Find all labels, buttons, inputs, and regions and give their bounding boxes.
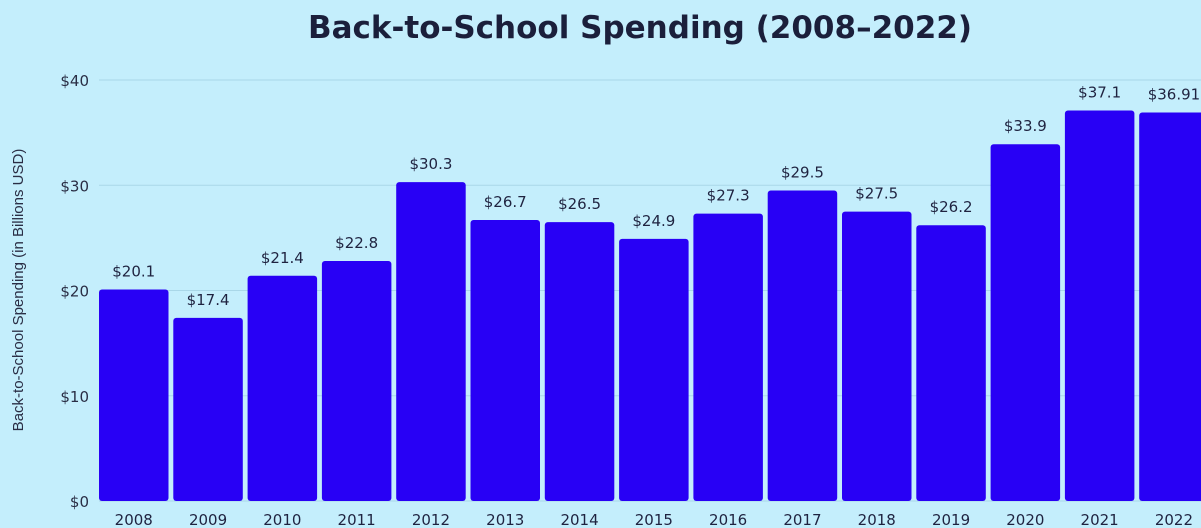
data-label-2008: $20.1 — [112, 262, 155, 280]
bar-2015 — [619, 238, 689, 502]
x-tick-label-2013: 2013 — [486, 511, 524, 528]
bar-2014 — [544, 222, 615, 501]
x-tick-label-2011: 2011 — [338, 511, 376, 528]
x-tick-label-2016: 2016 — [709, 511, 747, 528]
data-label-2016: $27.3 — [707, 187, 750, 205]
data-label-2015: $24.9 — [632, 212, 675, 230]
bar-2010 — [247, 275, 318, 501]
data-label-2012: $30.3 — [409, 155, 452, 173]
y-tick-label: $30 — [60, 177, 89, 195]
data-label-2013: $26.7 — [484, 193, 527, 211]
chart-title: Back-to-School Spending (2008–2022) — [308, 10, 972, 46]
bar-2019 — [916, 225, 986, 501]
bar-2012 — [396, 182, 466, 501]
y-tick-label: $20 — [60, 283, 89, 301]
data-label-2019: $26.2 — [930, 198, 973, 216]
data-label-2014: $26.5 — [558, 195, 601, 213]
bar-2017 — [767, 190, 838, 501]
data-label-2010: $21.4 — [261, 249, 304, 267]
data-label-2022: $36.91 — [1148, 86, 1201, 104]
x-tick-label-2009: 2009 — [189, 511, 227, 528]
x-tick-label-2021: 2021 — [1081, 511, 1119, 528]
y-axis-ticks: $0 $10 $20 $30 $40 — [60, 72, 89, 511]
bar-2013 — [470, 219, 540, 502]
y-tick-label: $0 — [70, 493, 89, 511]
x-tick-label-2010: 2010 — [263, 511, 301, 528]
x-tick-label-2015: 2015 — [635, 511, 673, 528]
data-label-2009: $17.4 — [187, 291, 230, 309]
x-tick-label-2012: 2012 — [412, 511, 450, 528]
data-label-2017: $29.5 — [781, 164, 824, 182]
x-tick-label-2022: 2022 — [1155, 511, 1193, 528]
x-tick-label-2014: 2014 — [560, 511, 598, 528]
bar-2009 — [173, 317, 243, 501]
bar-2008 — [99, 289, 169, 501]
x-tick-label-2008: 2008 — [115, 511, 153, 528]
x-tick-label-2020: 2020 — [1006, 511, 1044, 528]
bars — [99, 110, 1201, 502]
data-label-2021: $37.1 — [1078, 84, 1121, 102]
bar-2022 — [1139, 112, 1201, 501]
data-label-2011: $22.8 — [335, 234, 378, 252]
bar-2011 — [321, 261, 392, 501]
y-tick-label: $10 — [60, 388, 89, 406]
bar-2018 — [842, 211, 912, 501]
data-labels: $20.1 $17.4 $21.4 $22.8 $30.3 $26.7 $26.5 $24.9… — [112, 84, 1200, 309]
data-label-2020: $33.9 — [1004, 117, 1047, 135]
x-tick-label-2017: 2017 — [783, 511, 821, 528]
y-tick-label: $40 — [60, 72, 89, 90]
x-tick-label-2019: 2019 — [932, 511, 970, 528]
x-tick-label-2018: 2018 — [858, 511, 896, 528]
x-axis-ticks: 2008 2009 2010 2011 2012 2013 2014 2015 2016 2017… — [115, 511, 1193, 528]
bar-2020 — [990, 144, 1061, 501]
bar-2021 — [1064, 110, 1135, 502]
y-axis-label: Back-to-School Spending (in Billions USD… — [10, 149, 27, 432]
data-label-2018: $27.5 — [855, 185, 898, 203]
bar-2016 — [693, 213, 763, 502]
